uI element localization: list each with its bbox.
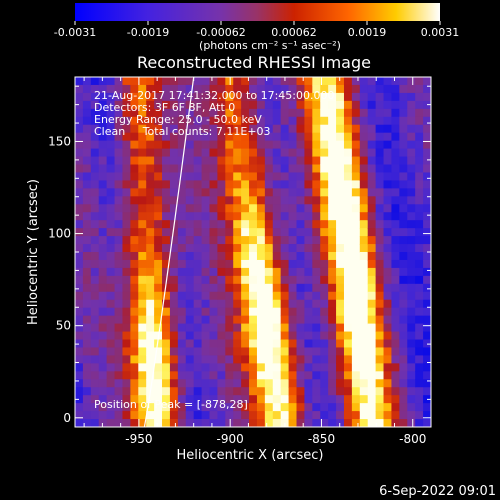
annotation-time-range: 21-Aug-2017 17:41:32.000 to 17:45:00.000 <box>94 89 335 102</box>
x-tick-label: -850 <box>308 432 335 446</box>
y-axis-label: Heliocentric Y (arcsec) <box>26 179 41 325</box>
colorbar-tick-label: -0.0019 <box>127 26 169 39</box>
limb-curve <box>143 77 195 427</box>
annotation-clean-counts: Clean Total counts: 7.11E+03 <box>94 125 271 138</box>
x-tick-label: -800 <box>399 432 426 446</box>
colorbar-tick-label: -0.00062 <box>196 26 245 39</box>
colorbar-tick-label: 0.0031 <box>421 26 460 39</box>
y-tick-label: 150 <box>48 134 71 148</box>
y-tick-label: 0 <box>63 411 71 425</box>
x-tick-label: -950 <box>125 432 152 446</box>
chart-title: Reconstructed RHESSI Image <box>137 53 371 72</box>
annotation-detectors: Detectors: 3F 6F 8F, Att 0 <box>94 101 235 114</box>
colorbar-tick-label: 0.0019 <box>348 26 387 39</box>
annotation-energy-range: Energy Range: 25.0 - 50.0 keV <box>94 113 262 126</box>
colorbar <box>75 3 440 21</box>
axes: -950 -900 -850 -800 0 50 100 150 <box>48 77 432 446</box>
y-tick-label: 50 <box>56 319 71 333</box>
annotation-peak-position: Position of Peak = [-878,28] <box>94 398 248 411</box>
colorbar-tick-label: 0.00062 <box>271 26 317 39</box>
x-tick-label: -900 <box>217 432 244 446</box>
y-tick-label: 100 <box>48 227 71 241</box>
heatmap <box>75 77 431 427</box>
colorbar-unit-label: (photons cm⁻² s⁻¹ asec⁻²) <box>199 39 341 52</box>
colorbar-tick-label: -0.0031 <box>54 26 96 39</box>
x-axis-label: Heliocentric X (arcsec) <box>177 448 324 463</box>
colorbar-ticks: -0.0031 -0.0019 -0.00062 0.00062 0.0019 0.003… <box>54 21 459 39</box>
footer-timestamp: 6-Sep-2022 09:01 <box>379 484 496 499</box>
